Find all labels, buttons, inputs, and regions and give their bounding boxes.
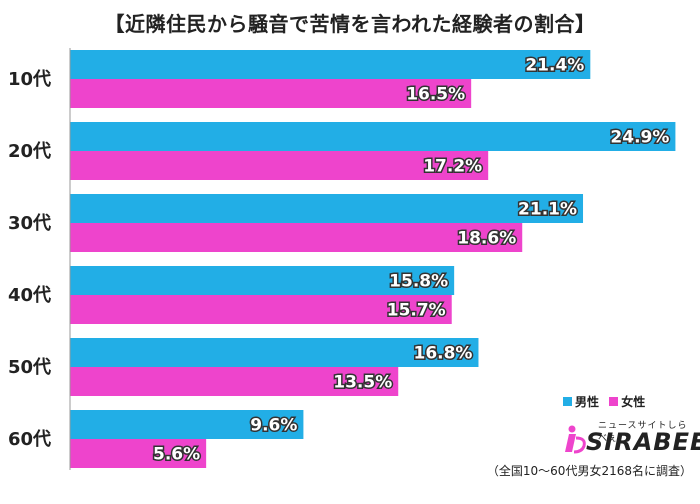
value-label-female-3: 15.7% xyxy=(387,301,446,321)
survey-note: （全国10～60代男女2168名に調査） xyxy=(486,464,692,478)
bar-male-0 xyxy=(70,50,591,79)
bar-female-3 xyxy=(70,295,452,324)
legend: 男性 女性 xyxy=(563,393,651,410)
value-label-female-0: 16.5% xyxy=(406,85,465,105)
legend-swatch-female xyxy=(609,397,619,406)
legend-label-male: 男性 xyxy=(575,395,600,409)
value-label-male-3: 15.8% xyxy=(389,272,448,292)
bar-female-5 xyxy=(70,439,207,468)
sirabee-logo-icon xyxy=(565,425,586,454)
chart-title: 【近隣住民から騒音で苦情を言われた経験者の割合】 xyxy=(104,12,596,36)
value-label-male-4: 16.8% xyxy=(413,344,472,364)
legend-label-female: 女性 xyxy=(621,395,646,409)
bar-male-4 xyxy=(70,338,479,367)
value-label-male-5: 9.6% xyxy=(250,416,297,436)
bar-female-4 xyxy=(70,367,399,396)
logo-wordmark: SIRABEE xyxy=(586,428,700,456)
logo-subtitle: ニュースサイトしらべぇ xyxy=(598,421,688,444)
category-label-2: 30代 xyxy=(8,213,51,234)
sirabee-logo: ニュースサイトしらべぇ SIRABEE xyxy=(562,418,700,458)
value-label-female-4: 13.5% xyxy=(333,373,392,393)
value-label-female-1: 17.2% xyxy=(423,157,482,177)
bar-male-3 xyxy=(70,266,455,295)
bar-female-1 xyxy=(70,151,489,180)
category-label-0: 10代 xyxy=(8,69,51,90)
value-label-female-2: 18.6% xyxy=(457,229,516,249)
category-label-3: 40代 xyxy=(8,285,51,306)
category-label-1: 20代 xyxy=(8,141,51,162)
value-label-male-2: 21.1% xyxy=(518,200,577,220)
bar-male-2 xyxy=(70,194,584,223)
value-label-male-1: 24.9% xyxy=(610,128,669,148)
category-label-5: 60代 xyxy=(8,429,51,450)
category-label-4: 50代 xyxy=(8,357,51,378)
value-label-female-5: 5.6% xyxy=(153,445,200,465)
bar-male-1 xyxy=(70,122,676,151)
legend-swatch-male xyxy=(563,397,572,406)
bar-male-5 xyxy=(70,410,304,439)
bar-female-0 xyxy=(70,79,472,108)
value-label-male-0: 21.4% xyxy=(525,56,584,76)
bar-female-2 xyxy=(70,223,523,252)
